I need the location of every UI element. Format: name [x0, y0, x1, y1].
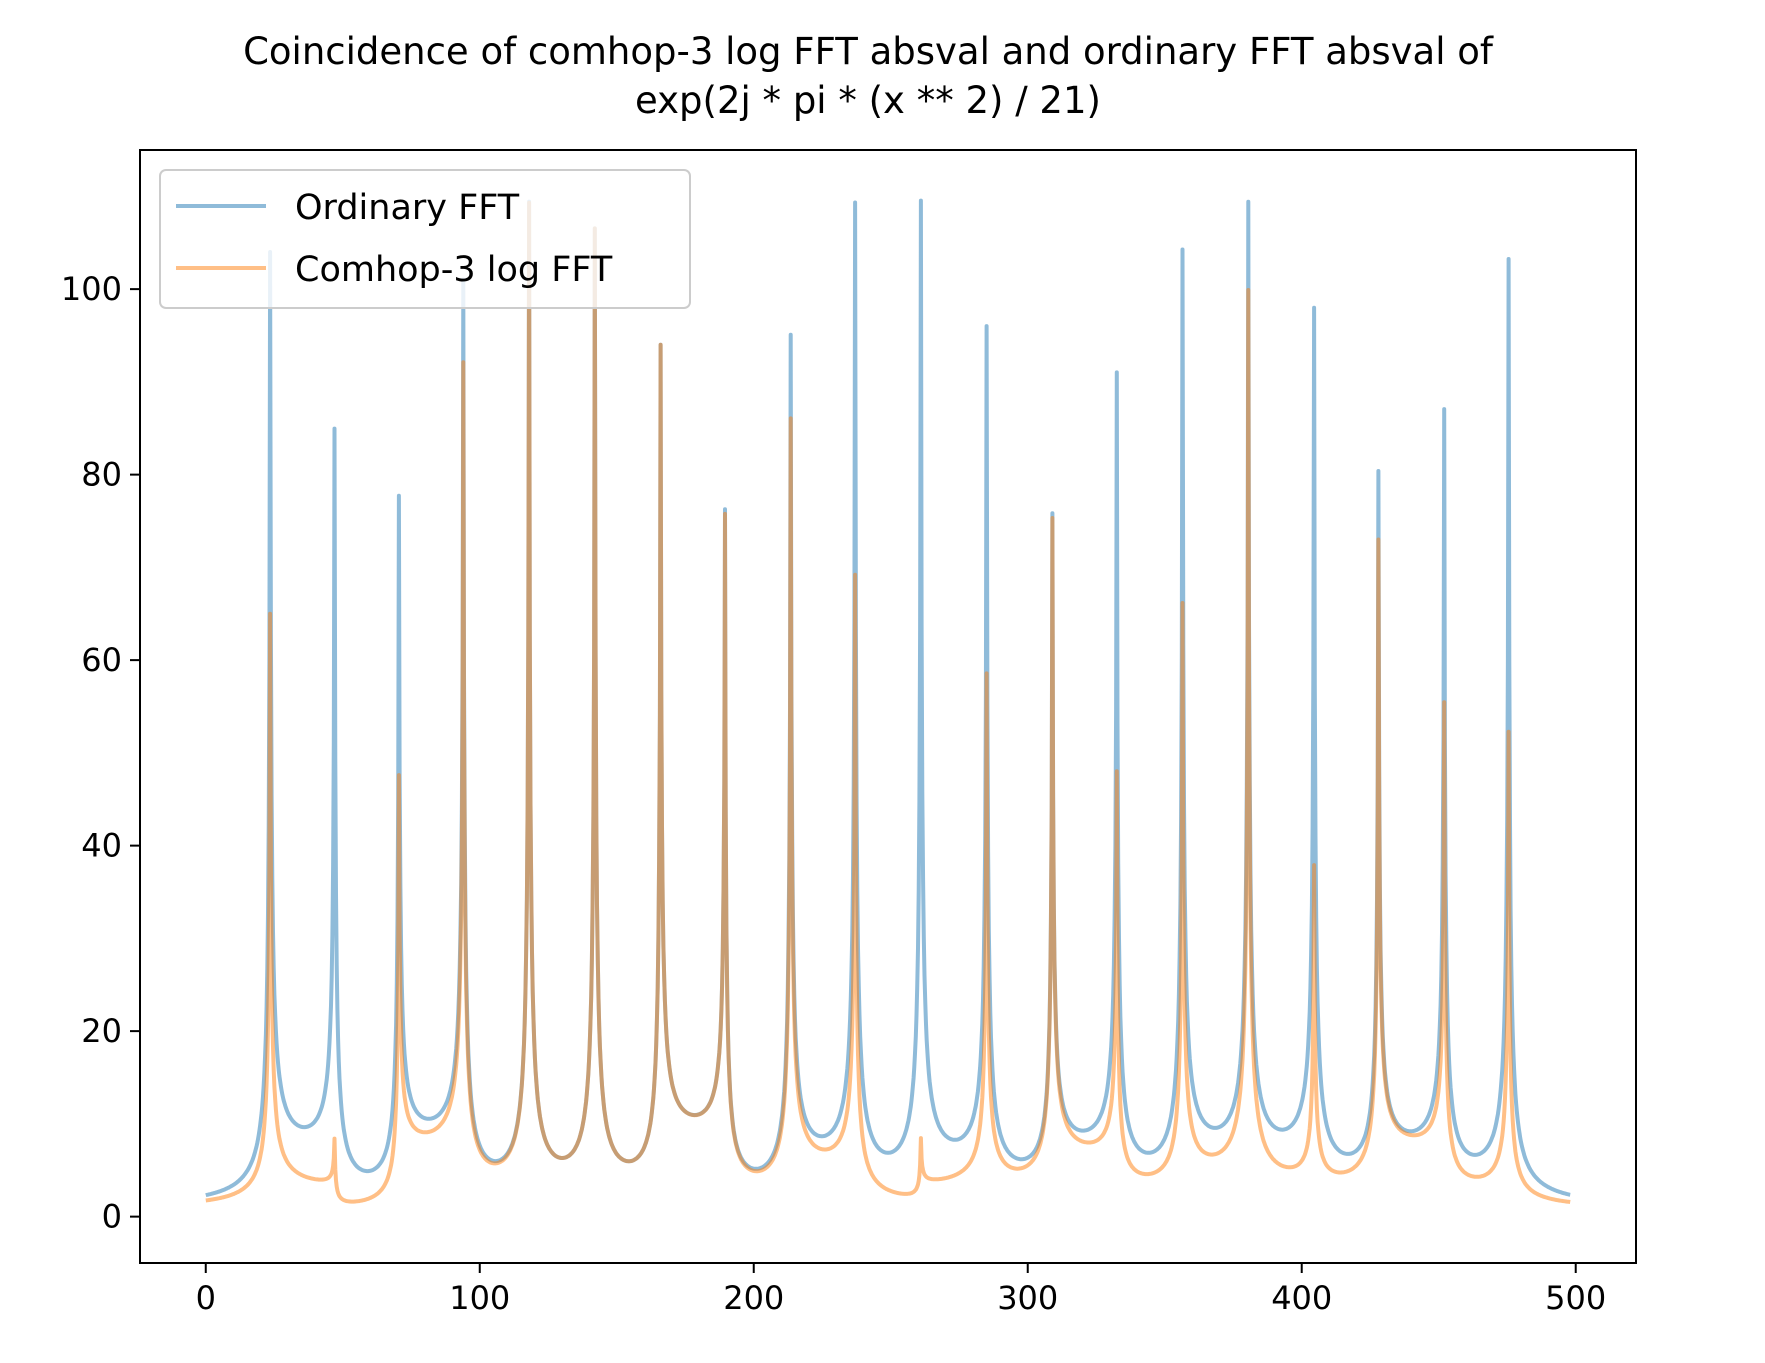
- legend-label-ordinary-fft: Ordinary FFT: [295, 188, 520, 228]
- x-tick-label: 0: [196, 1279, 216, 1317]
- chart-title-line-2: exp(2j * pi * (x ** 2) / 21): [635, 79, 1101, 122]
- series-line-ordinary-fft: [204, 198, 1572, 1198]
- y-tick-label: 40: [81, 827, 122, 865]
- legend: Ordinary FFT Comhop-3 log FFT: [159, 169, 691, 309]
- chart-title-line-1: Coincidence of comhop-3 log FFT absval a…: [243, 30, 1494, 73]
- plot-frame: [139, 149, 1637, 1264]
- x-tick-label: 200: [723, 1279, 784, 1317]
- series-line-comhop-3-log-fft: [204, 200, 1572, 1204]
- y-tick-label: 80: [81, 456, 122, 494]
- y-tick-label: 60: [81, 641, 122, 679]
- series-layer: [204, 198, 1572, 1204]
- x-tick-label: 300: [997, 1279, 1058, 1317]
- axis-ticks: 0 100 200 300 400 500 0 20 40 60 80 100: [61, 270, 1606, 1317]
- y-tick-label: 0: [102, 1198, 122, 1236]
- legend-label-comhop-3-log-fft: Comhop-3 log FFT: [295, 250, 613, 290]
- x-tick-label: 400: [1271, 1279, 1332, 1317]
- y-tick-label: 100: [61, 270, 122, 308]
- x-tick-label: 100: [449, 1279, 510, 1317]
- y-tick-label: 20: [81, 1012, 122, 1050]
- legend-box: [159, 169, 691, 309]
- x-tick-label: 500: [1545, 1279, 1606, 1317]
